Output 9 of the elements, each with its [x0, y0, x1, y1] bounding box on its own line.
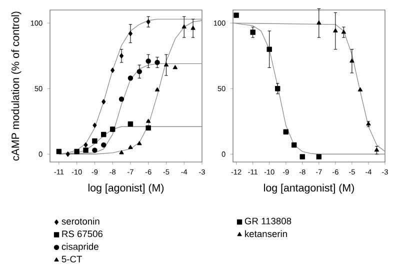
legend-label: ketanserin — [245, 230, 287, 238]
x-axis-title: log [agonist] (M) — [88, 184, 164, 194]
y-axis-title: cAMP modulation (% of control) — [11, 12, 22, 161]
legend-label: serotonin — [62, 218, 100, 225]
legend-label: RS 67506 — [62, 230, 103, 238]
legend-label: cisapride — [62, 243, 98, 252]
legend-label: GR 113808 — [244, 218, 292, 224]
x-axis-title: log [antagonist] (M) — [264, 184, 354, 194]
legend-label: 5-CT — [62, 256, 82, 262]
